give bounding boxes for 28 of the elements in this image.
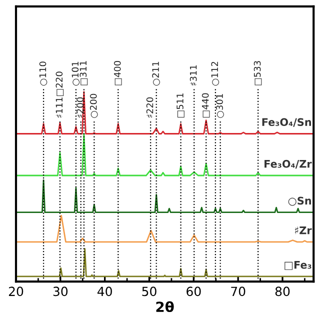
series-label: □Fe₃ xyxy=(284,261,312,270)
ref-line-label: □311 xyxy=(80,61,88,86)
ref-line-label: ○112 xyxy=(211,62,220,86)
x-tick-label: 40 xyxy=(97,286,112,296)
series-label: ♯Zr xyxy=(294,226,312,234)
series-label: Fe₃O₄/Zr xyxy=(264,160,312,169)
ref-line-label: ♯311 xyxy=(190,65,197,86)
ref-line-label: □511 xyxy=(176,93,184,118)
ref-line-label: ○301 xyxy=(216,94,224,118)
series-label: ○Sn xyxy=(288,196,312,206)
x-tick-label: 30 xyxy=(53,286,68,296)
ref-line-label: ○200 xyxy=(90,94,98,118)
ref-line-label: ○211 xyxy=(152,62,160,86)
x-tick-label: 50 xyxy=(142,286,156,296)
x-tick-label: 80 xyxy=(275,286,290,296)
x-tick-label: 60 xyxy=(186,286,201,296)
x-tick-label: 20 xyxy=(8,286,24,296)
ref-line-label: □400 xyxy=(114,60,122,86)
ref-line-label: ○110 xyxy=(39,62,48,86)
ref-line-label: ♯111□220 xyxy=(56,72,64,118)
ref-line-label: □533 xyxy=(254,61,262,86)
x-tick-label: 70 xyxy=(231,286,246,296)
series-label: Fe₃O₄/Sn xyxy=(262,118,312,127)
ref-line-label: ♯220 xyxy=(146,97,154,118)
x-axis-title: 2θ xyxy=(156,301,174,312)
ref-line-label: □440 xyxy=(202,93,210,118)
ref-line-label: ♯200 xyxy=(76,97,84,118)
ref-line-label: ○101 xyxy=(72,62,80,86)
